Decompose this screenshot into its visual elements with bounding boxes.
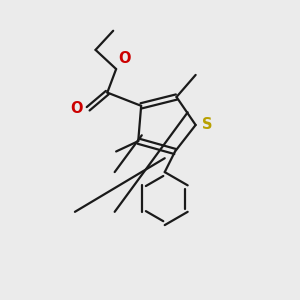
Text: S: S xyxy=(202,118,213,133)
Text: O: O xyxy=(70,101,82,116)
Text: O: O xyxy=(118,51,131,66)
